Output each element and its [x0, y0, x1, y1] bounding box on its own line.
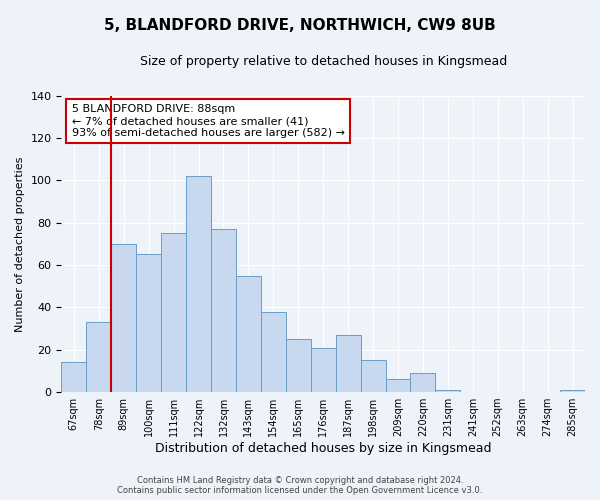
Y-axis label: Number of detached properties: Number of detached properties: [15, 156, 25, 332]
Bar: [261, 312, 286, 392]
Text: Contains HM Land Registry data © Crown copyright and database right 2024.
Contai: Contains HM Land Registry data © Crown c…: [118, 476, 482, 495]
Bar: [211, 229, 236, 392]
Bar: [161, 233, 186, 392]
Bar: [560, 390, 585, 392]
Bar: [286, 339, 311, 392]
Bar: [386, 380, 410, 392]
Bar: [436, 390, 460, 392]
Bar: [311, 348, 335, 392]
Bar: [136, 254, 161, 392]
Bar: [111, 244, 136, 392]
Bar: [236, 276, 261, 392]
Bar: [361, 360, 386, 392]
X-axis label: Distribution of detached houses by size in Kingsmead: Distribution of detached houses by size …: [155, 442, 491, 455]
Title: Size of property relative to detached houses in Kingsmead: Size of property relative to detached ho…: [140, 55, 507, 68]
Bar: [410, 373, 436, 392]
Bar: [61, 362, 86, 392]
Bar: [335, 335, 361, 392]
Bar: [186, 176, 211, 392]
Bar: [86, 322, 111, 392]
Text: 5 BLANDFORD DRIVE: 88sqm
← 7% of detached houses are smaller (41)
93% of semi-de: 5 BLANDFORD DRIVE: 88sqm ← 7% of detache…: [72, 104, 345, 138]
Text: 5, BLANDFORD DRIVE, NORTHWICH, CW9 8UB: 5, BLANDFORD DRIVE, NORTHWICH, CW9 8UB: [104, 18, 496, 32]
